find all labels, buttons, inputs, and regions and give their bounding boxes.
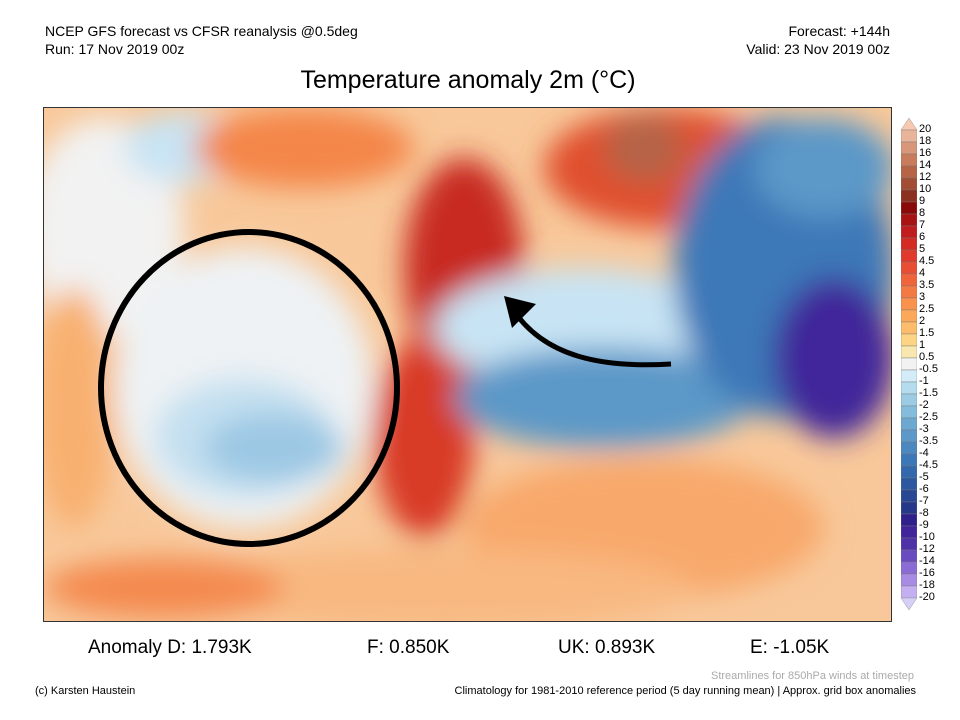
colorbar-bin	[900, 549, 918, 563]
colorbar-bin	[900, 165, 918, 179]
colorbar-label: 14	[919, 159, 932, 171]
colorbar-bin	[900, 357, 918, 371]
colorbar-bin	[900, 321, 918, 335]
colorbar	[900, 117, 918, 611]
colorbar-label: -20	[919, 591, 935, 603]
colorbar-label: -16	[919, 567, 935, 579]
colorbar-label: -18	[919, 579, 935, 591]
colorbar-bin	[900, 561, 918, 575]
colorbar-bin	[900, 381, 918, 395]
colorbar-label: -7	[919, 495, 929, 507]
colorbar-label: -3	[919, 423, 929, 435]
colorbar-bin	[900, 141, 918, 155]
colorbar-bin	[900, 261, 918, 275]
colorbar-bin	[900, 489, 918, 503]
colorbar-bin	[900, 417, 918, 431]
colorbar-label: -5	[919, 471, 929, 483]
colorbar-label: 2	[919, 315, 926, 327]
colorbar-label: 10	[919, 183, 932, 195]
colorbar-bin	[900, 405, 918, 419]
colorbar-bin	[900, 453, 918, 467]
colorbar-bin	[900, 129, 918, 143]
streamlines-note: Streamlines for 850hPa winds at timestep	[711, 670, 914, 682]
colorbar-label: 9	[919, 195, 926, 207]
colorbar-bin	[900, 477, 918, 491]
arrow-annotation	[509, 306, 672, 368]
colorbar-bin	[900, 153, 918, 167]
colorbar-bin	[900, 393, 918, 407]
map-title: Temperature anomaly 2m (°C)	[300, 66, 636, 94]
colorbar-bin	[900, 573, 918, 587]
colorbar-label: -8	[919, 507, 929, 519]
colorbar-bin	[900, 369, 918, 383]
colorbar-label: -12	[919, 543, 935, 555]
colorbar-label: 3	[919, 291, 926, 303]
model-info: NCEP GFS forecast vs CFSR reanalysis @0.…	[45, 23, 358, 39]
anomaly-map	[43, 107, 892, 622]
colorbar-label: -3.5	[919, 435, 938, 447]
colorbar-label: 3.5	[919, 279, 935, 291]
colorbar-label: 2.5	[919, 303, 935, 315]
colorbar-label: -2	[919, 399, 929, 411]
colorbar-label: -4.5	[919, 459, 938, 471]
colorbar-bin	[900, 225, 918, 239]
anomaly-uk: UK: 0.893K	[558, 637, 656, 658]
colorbar-label: -14	[919, 555, 935, 567]
colorbar-bin	[900, 213, 918, 227]
colorbar-bottom-triangle	[900, 597, 918, 611]
colorbar-label: -1	[919, 375, 929, 387]
colorbar-bin	[900, 237, 918, 251]
colorbar-bin	[900, 297, 918, 311]
colorbar-label: 6	[919, 231, 926, 243]
colorbar-top-triangle	[900, 117, 918, 131]
colorbar-bin	[900, 465, 918, 479]
colorbar-label: -4	[919, 447, 929, 459]
colorbar-label: 0.5	[919, 351, 935, 363]
valid-time: Valid: 23 Nov 2019 00z	[746, 41, 890, 57]
colorbar-bin	[900, 285, 918, 299]
anomaly-europe: E: -1.05K	[750, 637, 830, 658]
colorbar-bin	[900, 201, 918, 215]
colorbar-label: -9	[919, 519, 929, 531]
colorbar-swatches	[900, 117, 918, 611]
colorbar-label: 12	[919, 171, 932, 183]
colorbar-bin	[900, 441, 918, 455]
colorbar-bin	[900, 189, 918, 203]
colorbar-bin	[900, 333, 918, 347]
highlight-circle	[98, 229, 400, 547]
colorbar-bin	[900, 525, 918, 539]
colorbar-label: 7	[919, 219, 926, 231]
colorbar-bin	[900, 501, 918, 515]
colorbar-label: 20	[919, 123, 932, 135]
colorbar-label: -6	[919, 483, 929, 495]
colorbar-label: 16	[919, 147, 932, 159]
colorbar-bin	[900, 345, 918, 359]
colorbar-label: -2.5	[919, 411, 938, 423]
colorbar-label: -1.5	[919, 387, 938, 399]
colorbar-bin	[900, 177, 918, 191]
colorbar-bin	[900, 585, 918, 599]
colorbar-bin	[900, 249, 918, 263]
colorbar-label: 5	[919, 243, 926, 255]
run-info: Run: 17 Nov 2019 00z	[45, 41, 185, 57]
colorbar-bin	[900, 537, 918, 551]
colorbar-bin	[900, 513, 918, 527]
colorbar-bin	[900, 429, 918, 443]
colorbar-label: 1.5	[919, 327, 935, 339]
anomaly-france: F: 0.850K	[367, 637, 450, 658]
credit: (c) Karsten Haustein	[35, 685, 136, 697]
colorbar-bin	[900, 273, 918, 287]
climatology-note: Climatology for 1981-2010 reference peri…	[454, 685, 916, 697]
colorbar-label: 18	[919, 135, 932, 147]
colorbar-label: 1	[919, 339, 926, 351]
colorbar-label: -10	[919, 531, 935, 543]
colorbar-label: -0.5	[919, 363, 938, 375]
colorbar-label: 4.5	[919, 255, 935, 267]
forecast-hour: Forecast: +144h	[788, 23, 890, 39]
colorbar-label: 4	[919, 267, 926, 279]
colorbar-label: 8	[919, 207, 926, 219]
colorbar-bin	[900, 309, 918, 323]
anomaly-germany: Anomaly D: 1.793K	[88, 637, 252, 658]
